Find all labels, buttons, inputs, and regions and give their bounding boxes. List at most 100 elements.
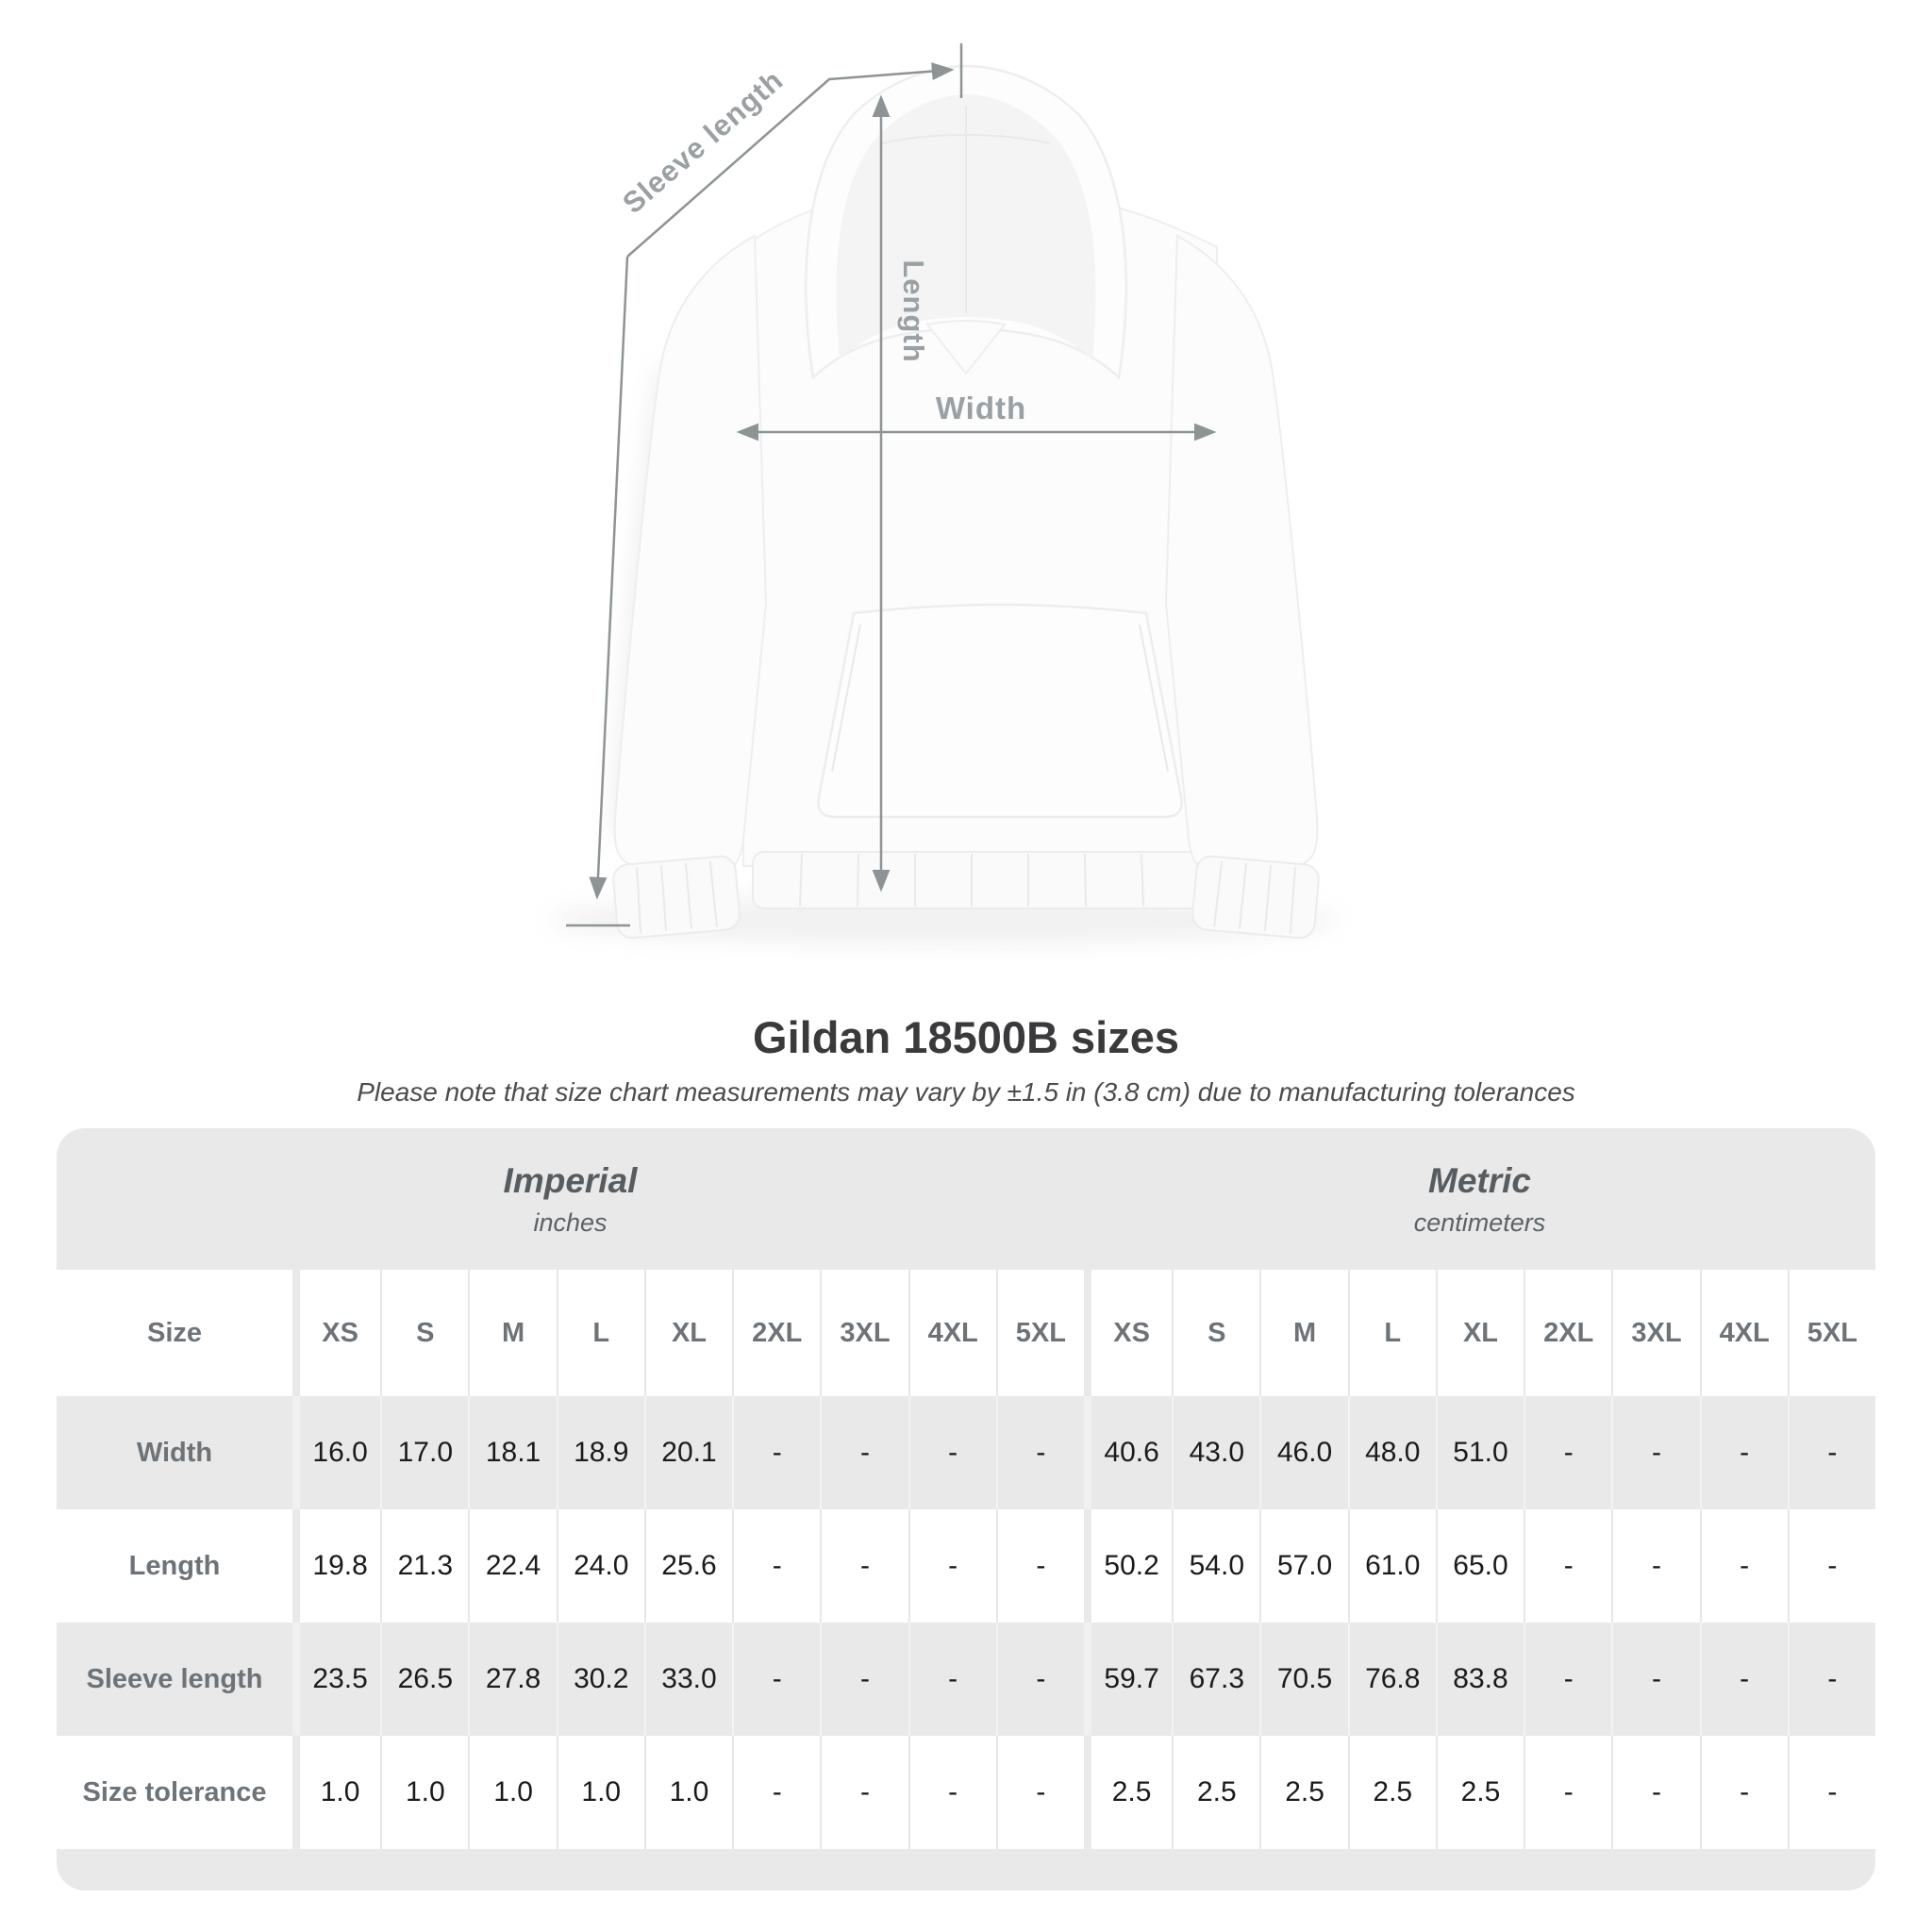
- size-col-imperial-2xl: 2XL: [732, 1270, 820, 1396]
- table-row-sleeve-length: Sleeve length 23.5 26.5 27.8 30.2 33.0- - - -59.…: [57, 1623, 1875, 1736]
- value-metric-width-2xl: -: [1524, 1396, 1611, 1509]
- value-metric-sleeve-length-l: 76.8: [1347, 1623, 1436, 1736]
- table-body: Size XS S M L XL 2XL 3XL 4XL 5XL XS S M L XL 2XL 3XL 4XL 5…: [57, 1270, 1875, 1849]
- value-imperial-width-l: 18.9: [556, 1396, 644, 1509]
- value-imperial-sleeve-length-xs: 23.5: [292, 1623, 380, 1736]
- value-imperial-length-xl: 25.6: [643, 1509, 732, 1623]
- table-footer-band: [57, 1849, 1875, 1890]
- value-imperial-length-m: 22.4: [468, 1509, 556, 1623]
- value-imperial-size-tolerance-xs: 1.0: [292, 1736, 380, 1849]
- value-imperial-width-xl: 20.1: [643, 1396, 732, 1509]
- size-col-metric-xs: XS: [1083, 1270, 1172, 1396]
- page-subtitle: Please note that size chart measurements…: [357, 1077, 1575, 1107]
- value-imperial-length-l: 24.0: [556, 1509, 644, 1623]
- unit-header-band: Imperial inches Metric centimeters: [57, 1128, 1875, 1270]
- row-label: Length: [128, 1550, 221, 1581]
- page-title: Gildan 18500B sizes: [753, 1012, 1179, 1062]
- row-label: Sleeve length: [86, 1663, 263, 1694]
- metric-section-header: Metric centimeters: [1084, 1128, 1875, 1270]
- value-imperial-sleeve-length-xl: 33.0: [643, 1623, 732, 1736]
- value-imperial-sleeve-length-3xl: -: [820, 1623, 908, 1736]
- row-label: Size tolerance: [82, 1776, 267, 1807]
- metric-label: Metric: [1428, 1160, 1531, 1200]
- size-column-header: Size: [146, 1317, 203, 1348]
- value-metric-length-3xl: -: [1611, 1509, 1699, 1623]
- value-metric-width-m: 46.0: [1259, 1396, 1347, 1509]
- value-metric-length-4xl: -: [1699, 1509, 1788, 1623]
- size-col-imperial-s: S: [380, 1270, 468, 1396]
- length-label: Length: [897, 259, 930, 362]
- value-metric-width-4xl: -: [1699, 1396, 1788, 1509]
- value-imperial-sleeve-length-5xl: -: [995, 1623, 1084, 1736]
- hoodie-image: [612, 64, 1320, 940]
- imperial-unit-label: inches: [533, 1208, 608, 1237]
- size-col-metric-2xl: 2XL: [1524, 1270, 1611, 1396]
- value-metric-size-tolerance-2xl: -: [1524, 1736, 1611, 1849]
- size-col-metric-3xl: 3XL: [1611, 1270, 1699, 1396]
- size-col-metric-4xl: 4XL: [1699, 1270, 1788, 1396]
- size-col-metric-s: S: [1172, 1270, 1259, 1396]
- value-imperial-size-tolerance-2xl: -: [732, 1736, 820, 1849]
- value-metric-width-s: 43.0: [1172, 1396, 1259, 1509]
- table-row-size-tolerance: Size tolerance 1.0 1.0 1.0 1.0 1.0- - - -2.5 2.5 2…: [57, 1736, 1875, 1849]
- size-header-row: Size XS S M L XL 2XL 3XL 4XL 5XL XS S M L XL 2XL 3XL 4XL 5…: [57, 1270, 1875, 1396]
- value-imperial-length-xs: 19.8: [292, 1509, 380, 1623]
- value-metric-length-xl: 65.0: [1435, 1509, 1524, 1623]
- value-imperial-sleeve-length-m: 27.8: [468, 1623, 556, 1736]
- value-imperial-sleeve-length-s: 26.5: [380, 1623, 468, 1736]
- value-imperial-length-s: 21.3: [380, 1509, 468, 1623]
- value-imperial-size-tolerance-m: 1.0: [468, 1736, 556, 1849]
- value-imperial-sleeve-length-4xl: -: [908, 1623, 996, 1736]
- value-metric-length-xs: 50.2: [1083, 1509, 1172, 1623]
- value-metric-size-tolerance-m: 2.5: [1259, 1736, 1347, 1849]
- size-col-metric-5xl: 5XL: [1787, 1270, 1875, 1396]
- size-col-imperial-5xl: 5XL: [995, 1270, 1084, 1396]
- value-imperial-sleeve-length-l: 30.2: [556, 1623, 644, 1736]
- length-arrow: Length: [872, 94, 930, 892]
- value-metric-size-tolerance-l: 2.5: [1347, 1736, 1436, 1849]
- value-metric-size-tolerance-5xl: -: [1787, 1736, 1875, 1849]
- table-row-length: Length 19.8 21.3 22.4 24.0 25.6- - - -50.2 54.0 57…: [57, 1509, 1875, 1623]
- value-metric-length-m: 57.0: [1259, 1509, 1347, 1623]
- value-metric-size-tolerance-4xl: -: [1699, 1736, 1788, 1849]
- size-col-metric-l: L: [1347, 1270, 1436, 1396]
- value-imperial-width-xs: 16.0: [292, 1396, 380, 1509]
- sleeve-length-label: Sleeve length: [616, 63, 790, 220]
- value-imperial-width-4xl: -: [908, 1396, 996, 1509]
- value-metric-width-xs: 40.6: [1083, 1396, 1172, 1509]
- value-imperial-size-tolerance-4xl: -: [908, 1736, 996, 1849]
- value-imperial-length-2xl: -: [732, 1509, 820, 1623]
- value-metric-sleeve-length-m: 70.5: [1259, 1623, 1347, 1736]
- imperial-section-header: Imperial inches: [57, 1128, 1084, 1270]
- value-metric-length-s: 54.0: [1172, 1509, 1259, 1623]
- value-metric-length-2xl: -: [1524, 1509, 1611, 1623]
- value-metric-sleeve-length-xl: 83.8: [1435, 1623, 1524, 1736]
- value-imperial-length-4xl: -: [908, 1509, 996, 1623]
- size-col-metric-xl: XL: [1435, 1270, 1524, 1396]
- width-label: Width: [936, 391, 1026, 425]
- width-arrow: Width: [736, 391, 1217, 441]
- value-imperial-size-tolerance-xl: 1.0: [643, 1736, 732, 1849]
- value-imperial-width-5xl: -: [995, 1396, 1084, 1509]
- value-metric-sleeve-length-5xl: -: [1787, 1623, 1875, 1736]
- size-col-imperial-l: L: [556, 1270, 644, 1396]
- row-label: Width: [136, 1437, 213, 1468]
- value-metric-width-5xl: -: [1787, 1396, 1875, 1509]
- value-metric-length-5xl: -: [1787, 1509, 1875, 1623]
- value-metric-sleeve-length-4xl: -: [1699, 1623, 1788, 1736]
- value-metric-length-l: 61.0: [1347, 1509, 1436, 1623]
- value-metric-width-xl: 51.0: [1435, 1396, 1524, 1509]
- value-metric-sleeve-length-s: 67.3: [1172, 1623, 1259, 1736]
- value-imperial-size-tolerance-s: 1.0: [380, 1736, 468, 1849]
- value-imperial-size-tolerance-l: 1.0: [556, 1736, 644, 1849]
- hoodie-measurement-diagram: Sleeve length Length Width: [547, 43, 1340, 944]
- value-imperial-width-m: 18.1: [468, 1396, 556, 1509]
- value-metric-size-tolerance-3xl: -: [1611, 1736, 1699, 1849]
- value-imperial-length-3xl: -: [820, 1509, 908, 1623]
- value-imperial-sleeve-length-2xl: -: [732, 1623, 820, 1736]
- value-metric-size-tolerance-xs: 2.5: [1083, 1736, 1172, 1849]
- size-col-imperial-xl: XL: [643, 1270, 732, 1396]
- value-imperial-size-tolerance-5xl: -: [995, 1736, 1084, 1849]
- value-imperial-size-tolerance-3xl: -: [820, 1736, 908, 1849]
